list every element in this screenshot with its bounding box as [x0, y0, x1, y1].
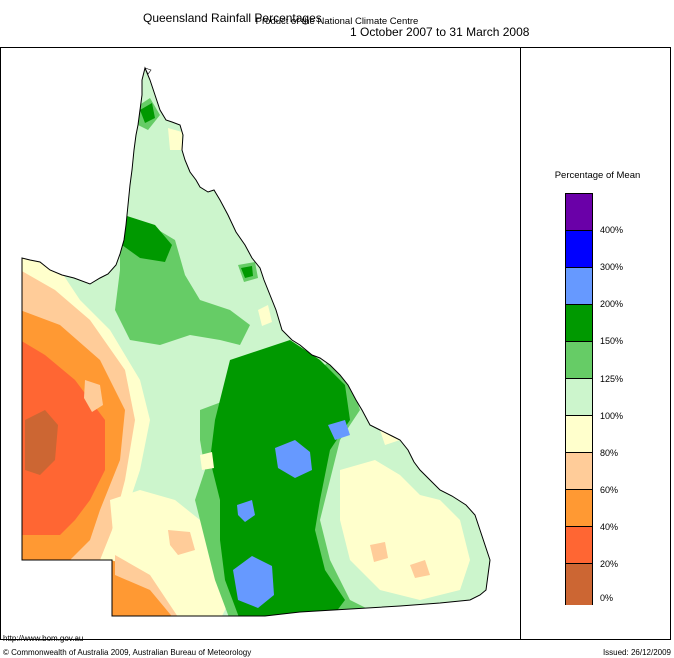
- map-frame: [0, 47, 671, 640]
- legend-label: 400%: [600, 225, 624, 236]
- region-80-100-inland: [200, 452, 214, 470]
- queensland-rainfall-map: [21, 66, 491, 617]
- state-border: [21, 66, 491, 617]
- legend-label: 150%: [600, 336, 624, 347]
- legend-label: 60%: [600, 484, 619, 495]
- region-80-100-east: [340, 460, 470, 600]
- legend-divider: [520, 47, 521, 640]
- legend-swatch: [566, 453, 592, 490]
- legend-label: 125%: [600, 373, 624, 384]
- region-60-80-east: [370, 542, 388, 562]
- legend-label: 300%: [600, 262, 624, 273]
- title-text: Queensland Rainfall Percentages: [143, 11, 322, 25]
- region-60-80-east-b: [410, 560, 430, 578]
- legend-swatch: [566, 305, 592, 342]
- region-200-300-b: [328, 420, 350, 440]
- region-0-20-west: [25, 410, 58, 475]
- island-outline: [144, 67, 152, 75]
- title-period: 1 October 2007 to 31 March 2008: [350, 25, 530, 39]
- legend-swatch: [566, 342, 592, 379]
- legend-label: 80%: [600, 447, 619, 458]
- region-80-100-central: [110, 490, 230, 616]
- legend-swatch: [566, 231, 592, 268]
- legend-label: 40%: [600, 521, 619, 532]
- region-60-80-central: [168, 530, 195, 555]
- legend-swatch: [566, 490, 592, 527]
- region-200-300-c: [237, 500, 255, 522]
- footer-url[interactable]: http://www.bom.gov.au: [3, 634, 84, 643]
- region-60-80-pocket: [84, 380, 103, 412]
- region-150-200-north: [122, 215, 172, 262]
- map-subtitle: Product of the National Climate Centre: [255, 16, 419, 27]
- region-150-200-cape: [140, 103, 155, 123]
- map-title: Queensland Rainfall Percentages 1 Octobe…: [0, 0, 674, 39]
- region-200-300-a: [275, 440, 312, 478]
- region-80-100-north-b: [258, 305, 272, 326]
- legend-label: 20%: [600, 559, 619, 569]
- region-80-100-north-a: [168, 128, 182, 150]
- legend-swatch: [566, 379, 592, 416]
- legend-label: 0%: [600, 593, 614, 603]
- footer-issued: Issued: 26/12/2009: [602, 648, 671, 657]
- region-200-300-d: [233, 556, 274, 608]
- legend-swatch: [566, 564, 592, 605]
- legend-title: Percentage of Mean: [554, 170, 641, 181]
- region-150-200-coast: [241, 266, 253, 278]
- legend-swatch: [566, 194, 592, 231]
- region-150-200-central: [210, 340, 350, 616]
- region-20-40-west: [22, 340, 105, 535]
- legend-swatch: [566, 416, 592, 453]
- legend-swatch: [566, 527, 592, 564]
- legend-swatch: [566, 268, 592, 305]
- legend-label: 100%: [600, 410, 624, 421]
- footer-copyright: © Commonwealth of Australia 2009, Austra…: [3, 648, 252, 657]
- legend-color-bar: [565, 193, 593, 605]
- legend-label: 200%: [600, 299, 624, 310]
